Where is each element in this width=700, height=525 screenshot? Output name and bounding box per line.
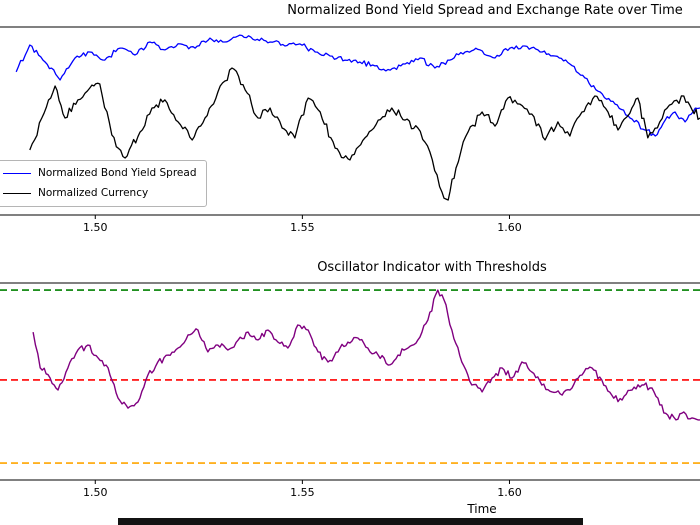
legend-label-currency: Normalized Currency	[38, 187, 149, 200]
normalized-bond-yield-spread-series-line	[15, 34, 700, 137]
oscillator-series-line	[32, 289, 700, 421]
legend-line-sample-blue	[3, 173, 31, 175]
x-tick-label: 1.55	[290, 221, 315, 234]
x-tick-label: 1.50	[83, 221, 108, 234]
x-tick-label: 1.55	[290, 486, 315, 499]
legend-line-sample-black	[3, 193, 31, 195]
bottom-chart-title: Oscillator Indicator with Thresholds	[317, 260, 547, 275]
normalized-currency-series-line	[29, 67, 700, 201]
x-axis-label-time: Time	[467, 502, 497, 516]
top-chart-title: Normalized Bond Yield Spread and Exchang…	[287, 3, 683, 18]
legend-item-bond-yield: Normalized Bond Yield Spread	[3, 166, 196, 181]
taskbar-strip	[118, 518, 583, 525]
legend: Normalized Bond Yield Spread Normalized …	[0, 160, 208, 208]
x-tick-label: 1.60	[497, 221, 522, 234]
legend-item-currency: Normalized Currency	[3, 186, 196, 201]
legend-label-bond-yield: Normalized Bond Yield Spread	[38, 167, 197, 179]
x-tick-label: 1.50	[83, 486, 108, 499]
x-tick-label: 1.60	[497, 486, 522, 499]
